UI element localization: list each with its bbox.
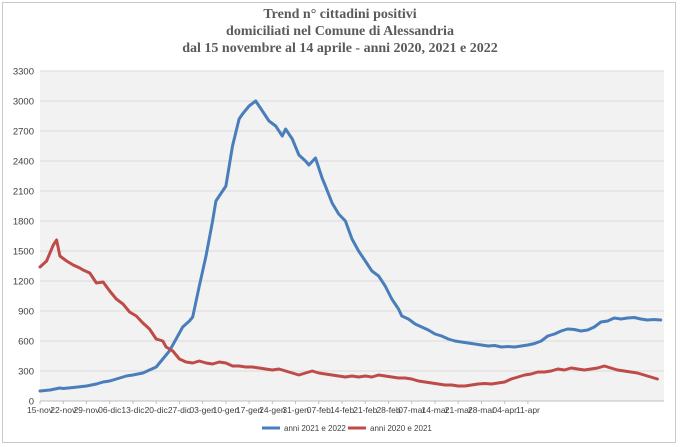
x-tick-label: 20-dic <box>145 405 169 415</box>
y-axis-ticks: 0 300 600 900 1200 1500 1800 2100 2400 2700 3000 33… <box>13 67 34 408</box>
series-line-2 <box>38 238 659 388</box>
chart-title-line-3: dal 15 novembre al 14 aprile - anni 2020… <box>182 41 498 56</box>
x-tick-label: 31-gen <box>282 405 309 415</box>
x-tick-label: 24-gen <box>259 405 286 415</box>
y-tick-label: 3300 <box>13 67 34 78</box>
x-tick-label: 28-mar <box>468 405 495 415</box>
legend-label: anni 2020 e 2021 <box>370 424 432 433</box>
x-tick-label: 10-gen <box>213 405 240 415</box>
x-tick-label: 15-nov <box>27 405 54 415</box>
y-tick-label: 2100 <box>13 187 34 198</box>
chart-title: Trend n° cittadini positivi domiciliati … <box>0 6 680 57</box>
y-tick-label: 0 <box>29 397 34 408</box>
x-tick-label: 06-dic <box>98 405 122 415</box>
series-line-1 <box>38 99 663 393</box>
chart-title-line-1: Trend n° cittadini positivi <box>263 7 417 22</box>
x-tick-label: 07-feb <box>307 405 331 415</box>
y-tick-label: 1200 <box>13 277 34 288</box>
x-tick-label: 21-feb <box>353 405 377 415</box>
x-tick-label: 21-mar <box>445 405 472 415</box>
x-tick-label: 14-mar <box>422 405 449 415</box>
y-tick-label: 600 <box>18 337 34 348</box>
x-tick-label: 22-nov <box>50 405 77 415</box>
legend: anni 2021 e 2022 anni 2020 e 2021 <box>262 424 432 433</box>
x-tick-label: 04-apr <box>492 405 517 415</box>
y-tick-label: 900 <box>18 307 34 318</box>
y-tick-label: 1500 <box>13 247 34 258</box>
y-tick-label: 2400 <box>13 157 34 168</box>
x-tick-label: 17-gen <box>236 405 263 415</box>
x-tick-label: 29-nov <box>73 405 100 415</box>
y-tick-label: 300 <box>18 367 34 378</box>
y-tick-label: 1800 <box>13 217 34 228</box>
x-tick-label: 14-feb <box>330 405 354 415</box>
legend-label: anni 2021 e 2022 <box>284 424 346 433</box>
x-tick-label: 13-dic <box>121 405 145 415</box>
x-tick-label: 28-feb <box>376 405 400 415</box>
series-lines <box>38 99 663 393</box>
x-tick-label: 11-apr <box>516 405 540 415</box>
x-tick-label: 03-gen <box>189 405 216 415</box>
y-tick-label: 2700 <box>13 127 34 138</box>
x-tick-label: 07-mar <box>398 405 425 415</box>
chart-title-line-2: domiciliati nel Comune di Alessandria <box>226 24 454 39</box>
x-tick-label: 27-dic <box>168 405 192 415</box>
y-tick-label: 3000 <box>13 97 34 108</box>
